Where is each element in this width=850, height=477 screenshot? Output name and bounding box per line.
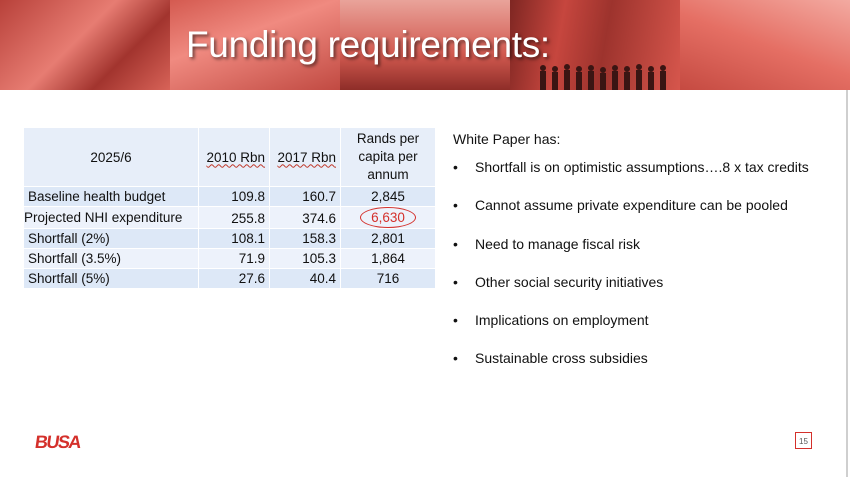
cell-per-capita: 6,630 <box>340 206 436 229</box>
bullet-text: Implications on employment <box>475 312 649 329</box>
cell-2017: 374.6 <box>269 206 341 229</box>
list-item: • Need to manage fiscal risk <box>453 236 809 274</box>
row-label: Projected NHI expenditure <box>23 206 199 229</box>
cell-per-capita: 716 <box>340 268 436 289</box>
cell-2010: 108.1 <box>198 228 270 249</box>
table-header-row: 2025/6 2010 Rbn 2017 Rbn Rands per capit… <box>23 127 436 187</box>
cell-2010: 27.6 <box>198 268 270 289</box>
banner-photo-people <box>170 0 340 90</box>
banner-photo-skyline <box>340 0 510 90</box>
header-2017: 2017 Rbn <box>269 127 341 187</box>
row-label: Shortfall (5%) <box>23 268 199 289</box>
slide-edge-divider <box>846 90 848 477</box>
table-row: Baseline health budget 109.8 160.7 2,845 <box>23 186 436 207</box>
bullet-text: Need to manage fiscal risk <box>475 235 640 252</box>
list-item: • Other social security initiatives <box>453 274 809 312</box>
bullet-icon: • <box>453 350 458 367</box>
bullet-icon: • <box>453 159 458 175</box>
header-year: 2025/6 <box>23 127 199 187</box>
bullet-icon: • <box>453 273 458 290</box>
bullet-text: Cannot assume private expenditure can be… <box>475 197 788 214</box>
cell-per-capita: 2,845 <box>340 186 436 207</box>
cell-2017: 40.4 <box>269 268 341 289</box>
white-paper-bullets: • Shortfall is on optimistic assumptions…… <box>453 159 809 389</box>
header-per-capita-label: Rands per capita per annum <box>356 131 420 182</box>
table-row: Projected NHI expenditure 255.8 374.6 6,… <box>23 206 436 229</box>
banner-photo-arrow <box>680 0 850 90</box>
cell-2017: 105.3 <box>269 248 341 269</box>
highlighted-value: 6,630 <box>360 207 416 228</box>
header-banner: Funding requirements: <box>0 0 850 90</box>
header-2017-label: 2017 Rbn <box>277 149 336 165</box>
cell-2017: 160.7 <box>269 186 341 207</box>
cell-per-capita: 2,801 <box>340 228 436 249</box>
cell-2017: 158.3 <box>269 228 341 249</box>
table-row: Shortfall (5%) 27.6 40.4 716 <box>23 268 436 289</box>
busa-logo: BUSA <box>33 432 82 452</box>
list-item: • Cannot assume private expenditure can b… <box>453 197 809 235</box>
cell-per-capita: 1,864 <box>340 248 436 269</box>
header-2010-label: 2010 Rbn <box>206 149 265 165</box>
banner-photo-money <box>0 0 170 90</box>
list-item: • Sustainable cross subsidies <box>453 350 809 388</box>
bullet-icon: • <box>453 312 458 329</box>
header-2010: 2010 Rbn <box>198 127 270 187</box>
bullet-text: Shortfall is on optimistic assumptions….… <box>475 159 809 175</box>
table-row: Shortfall (3.5%) 71.9 105.3 1,864 <box>23 248 436 269</box>
cell-2010: 255.8 <box>198 206 270 229</box>
header-per-capita: Rands per capita per annum <box>340 127 436 187</box>
list-item: • Shortfall is on optimistic assumptions…… <box>453 159 809 197</box>
bullet-icon: • <box>453 235 458 252</box>
funding-table: 2025/6 2010 Rbn 2017 Rbn Rands per capit… <box>23 127 436 289</box>
table-row: Shortfall (2%) 108.1 158.3 2,801 <box>23 228 436 249</box>
cell-2010: 71.9 <box>198 248 270 269</box>
bullet-text: Sustainable cross subsidies <box>475 350 648 367</box>
list-item: • Implications on employment <box>453 312 809 350</box>
slide-title: Funding requirements: <box>186 24 550 65</box>
bullet-text: Other social security initiatives <box>475 273 664 290</box>
white-paper-intro: White Paper has: <box>453 131 561 147</box>
row-label: Shortfall (3.5%) <box>23 248 199 269</box>
row-label: Baseline health budget <box>23 186 199 207</box>
bullet-icon: • <box>453 197 458 214</box>
cell-2010: 109.8 <box>198 186 270 207</box>
crowd-silhouette-image <box>540 64 666 90</box>
row-label: Shortfall (2%) <box>23 228 199 249</box>
white-paper-panel: White Paper has: • Shortfall is on optimi… <box>453 131 809 389</box>
page-number: 15 <box>795 432 812 449</box>
